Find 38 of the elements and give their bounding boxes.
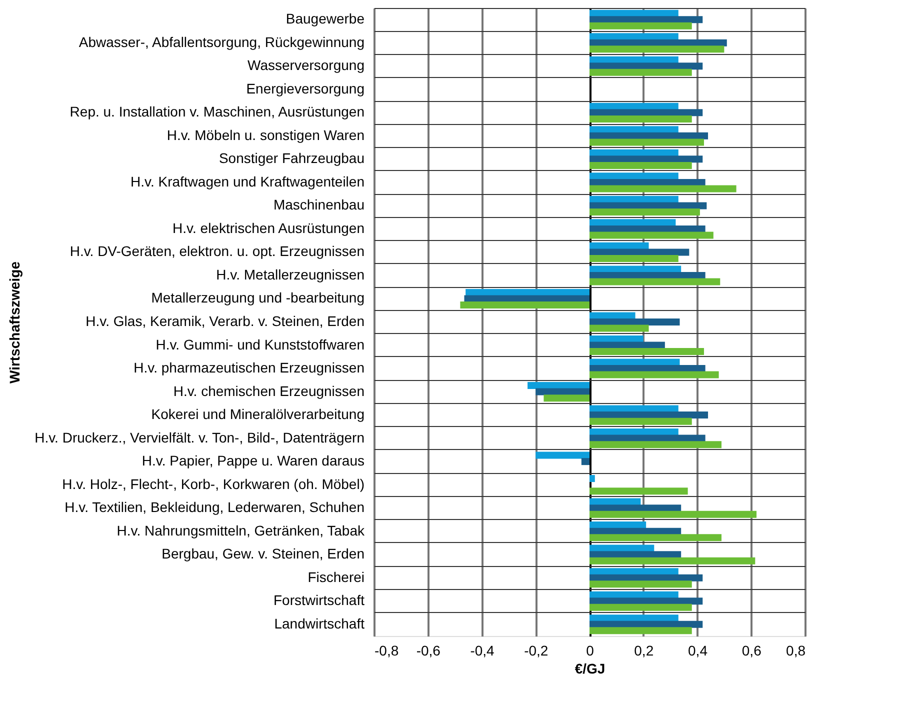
y-tick-label: H.v. chemischen Erzeugnissen xyxy=(173,382,364,399)
y-tick-label: H.v. Metallerzeugnissen xyxy=(216,266,364,282)
y-tick-label: H.v. Gummi- und Kunststoffwaren xyxy=(156,336,364,352)
y-tick-label: Fischerei xyxy=(308,568,364,585)
y-tick-label: H.v. Kraftwagen und Kraftwagenteilen xyxy=(130,173,364,190)
y-tick-label: Landwirtschaft xyxy=(274,615,365,632)
y-axis-title: Wirtschaftszweige xyxy=(6,261,22,384)
y-tick-label: Bergbau, Gew. v. Steinen, Erden xyxy=(162,546,364,562)
y-tick-label: H.v. Holz-, Flecht-, Korb-, Korkwaren (oh. Möbel) xyxy=(62,476,364,492)
y-tick-label: H.v. Druckerz., Vervielfält. v. Ton-, Bild-, Datenträgern xyxy=(34,429,364,446)
y-tick-label: Metallerzeugung und -bearbeitung xyxy=(151,290,364,306)
y-tick-label: Forstwirtschaft xyxy=(273,592,365,608)
x-tick-label: 0,4 xyxy=(688,642,708,658)
x-tick-label: 0 xyxy=(586,642,594,658)
y-tick-label: Baugewerbe xyxy=(286,10,365,27)
y-tick-label: Abwasser-, Abfallentsorgung, Rückgewinnung xyxy=(78,34,364,50)
x-axis-title: €/GJ xyxy=(574,660,606,676)
y-tick-label: H.v. Textilien, Bekleidung, Lederwaren, Schuhen xyxy=(64,499,364,516)
y-tick-label: H.v. elektrischen Ausrüstungen xyxy=(172,220,364,236)
x-tick-label: 0,6 xyxy=(742,642,762,658)
y-tick-label: H.v. DV-Geräten, elektron. u. opt. Erzeugnissen xyxy=(70,243,364,260)
x-tick-label: 0,8 xyxy=(786,642,806,658)
y-tick-label: Kokerei und Mineralölverarbeitung xyxy=(151,406,364,422)
y-tick-label: Energieversorgung xyxy=(246,80,364,96)
y-tick-label: Sonstiger Fahrzeugbau xyxy=(218,150,364,166)
x-tick-label: -0,4 xyxy=(470,642,495,658)
y-tick-label: H.v. Glas, Keramik, Verarb. v. Steinen, Erden xyxy=(86,313,364,329)
y-tick-label: H.v. Nahrungsmitteln, Getränken, Tabak xyxy=(116,522,366,538)
x-tick-label: -0,6 xyxy=(416,642,441,658)
y-tick-label: Wasserversorgung xyxy=(248,57,364,74)
y-tick-label: H.v. pharmazeutischen Erzeugnissen xyxy=(134,360,364,376)
y-tick-label: H.v. Möbeln u. sonstigen Waren xyxy=(166,126,364,143)
x-tick-label: 0,2 xyxy=(634,642,654,658)
y-tick-label: Rep. u. Installation v. Maschinen, Ausrüstungen xyxy=(70,104,364,120)
x-tick-label: -0,8 xyxy=(374,642,399,658)
x-tick-label: -0,2 xyxy=(524,642,548,658)
y-tick-label: H.v. Papier, Pappe u. Waren daraus xyxy=(142,452,364,469)
y-tick-label: Maschinenbau xyxy=(273,196,364,213)
